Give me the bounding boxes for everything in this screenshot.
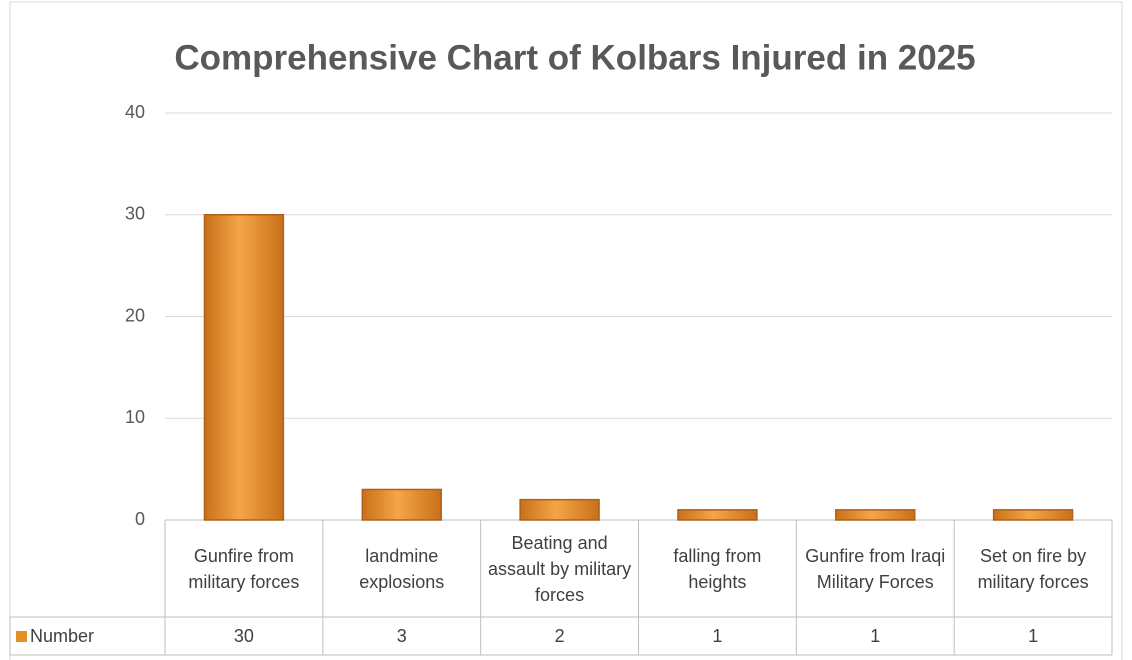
y-tick-label: 20 <box>125 305 145 325</box>
category-cell: Set on fire by military forces <box>977 545 1089 592</box>
category-cell: landmine explosions <box>359 545 445 592</box>
legend-cell: Number <box>10 617 165 655</box>
category-cell: falling from heights <box>673 545 762 592</box>
table-value: 1 <box>1028 626 1039 646</box>
bar <box>992 509 1074 521</box>
table-value: 1 <box>712 626 723 646</box>
table-value: 30 <box>233 626 254 646</box>
bar <box>361 488 442 521</box>
bar <box>203 214 285 521</box>
chart-title: Comprehensive Chart of Kolbars Injured i… <box>174 38 975 77</box>
y-tick-label: 30 <box>125 204 145 224</box>
y-tick-label: 10 <box>125 407 145 427</box>
category-cell: Gunfire from military forces <box>188 545 300 592</box>
y-tick-label: 0 <box>135 509 145 529</box>
category-cell: Gunfire from Iraqi Military Forces <box>805 545 946 592</box>
table-value: 2 <box>554 626 565 646</box>
bar <box>677 509 758 521</box>
bar <box>835 509 916 521</box>
chart-border <box>9 1 1123 660</box>
y-tick-label: 40 <box>125 102 145 122</box>
table-value: 3 <box>396 626 407 646</box>
table-value: 1 <box>870 626 881 646</box>
legend-key <box>16 630 27 642</box>
bar <box>519 498 600 521</box>
category-cell: Beating and assault by military forces <box>488 532 632 605</box>
legend-label: Number <box>30 626 95 646</box>
